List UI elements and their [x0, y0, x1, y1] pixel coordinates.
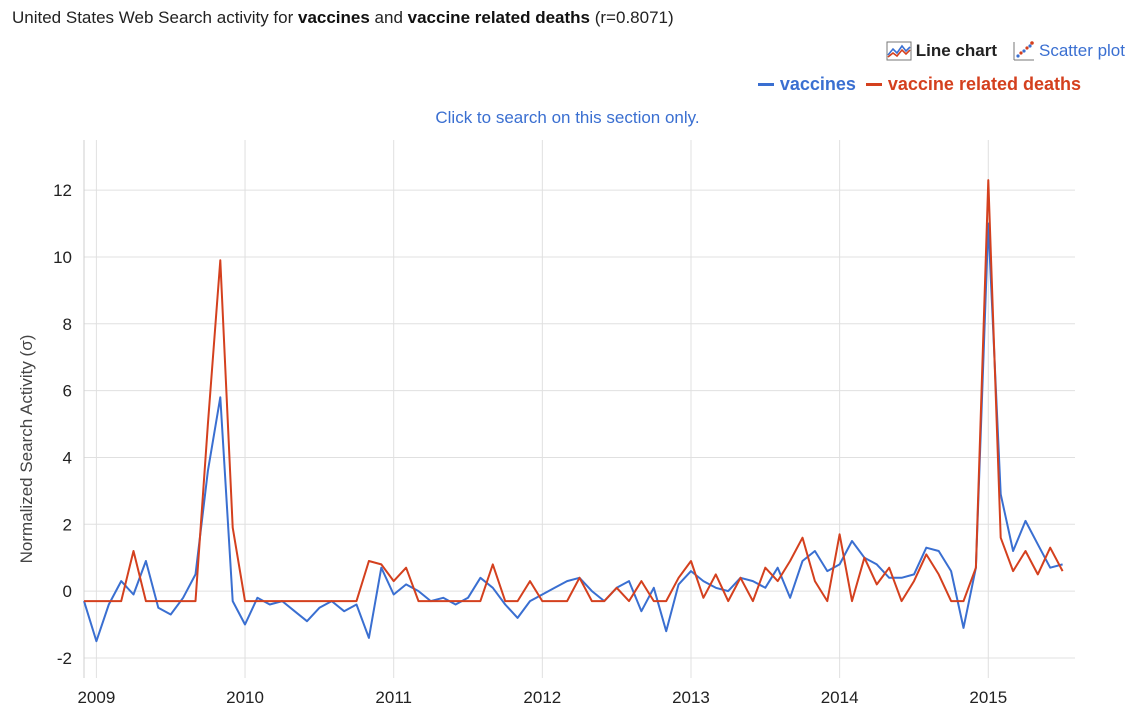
title-term-deaths: vaccine related deaths	[407, 8, 591, 27]
legend-label-deaths: vaccine related deaths	[887, 74, 1081, 94]
y-tick-label: 12	[53, 181, 72, 200]
legend-swatch-deaths	[865, 83, 882, 86]
x-tick-label: 2012	[523, 688, 561, 707]
search-section-hint[interactable]: Click to search on this section only.	[435, 108, 700, 127]
chart-legend: vaccines vaccine related deaths	[757, 74, 1081, 95]
y-tick-label: 6	[63, 382, 72, 401]
chart-title: United States Web Search activity for va…	[12, 8, 674, 28]
title-term-vaccines: vaccines	[297, 8, 370, 27]
view-switch: Line chart Scatter plot	[886, 40, 1125, 62]
legend-item-vaccines[interactable]: vaccines	[757, 74, 856, 95]
y-tick-label: 4	[63, 448, 72, 467]
scatter-plot-button[interactable]: Scatter plot	[1011, 40, 1125, 62]
line-chart-icon	[886, 41, 912, 61]
x-tick-label: 2009	[77, 688, 115, 707]
y-tick-label: 0	[63, 582, 72, 601]
x-tick-label: 2014	[821, 688, 859, 707]
line-chart-button[interactable]: Line chart	[886, 41, 997, 61]
scatter-plot-label: Scatter plot	[1039, 41, 1125, 60]
y-axis-label: Normalized Search Activity (σ)	[17, 335, 36, 564]
series-line-deaths	[84, 179, 1064, 603]
legend-swatch-vaccines	[757, 83, 774, 86]
y-tick-label: 2	[63, 515, 72, 534]
line-chart-label: Line chart	[915, 41, 997, 60]
x-tick-label: 2013	[672, 688, 710, 707]
y-tick-label: 8	[63, 315, 72, 334]
legend-item-deaths[interactable]: vaccine related deaths	[865, 74, 1081, 95]
y-tick-label: 10	[53, 248, 72, 267]
scatter-plot-icon	[1013, 41, 1034, 61]
title-and: and	[369, 8, 408, 27]
title-suffix: (r=0.8071)	[590, 8, 674, 27]
y-tick-label: -2	[57, 649, 72, 668]
legend-label-vaccines: vaccines	[779, 74, 856, 94]
title-prefix: United States Web Search activity for	[12, 8, 298, 27]
x-tick-label: 2015	[969, 688, 1007, 707]
series-line-vaccines	[83, 222, 1063, 643]
x-tick-label: 2011	[375, 688, 412, 707]
x-tick-label: 2010	[226, 688, 264, 707]
